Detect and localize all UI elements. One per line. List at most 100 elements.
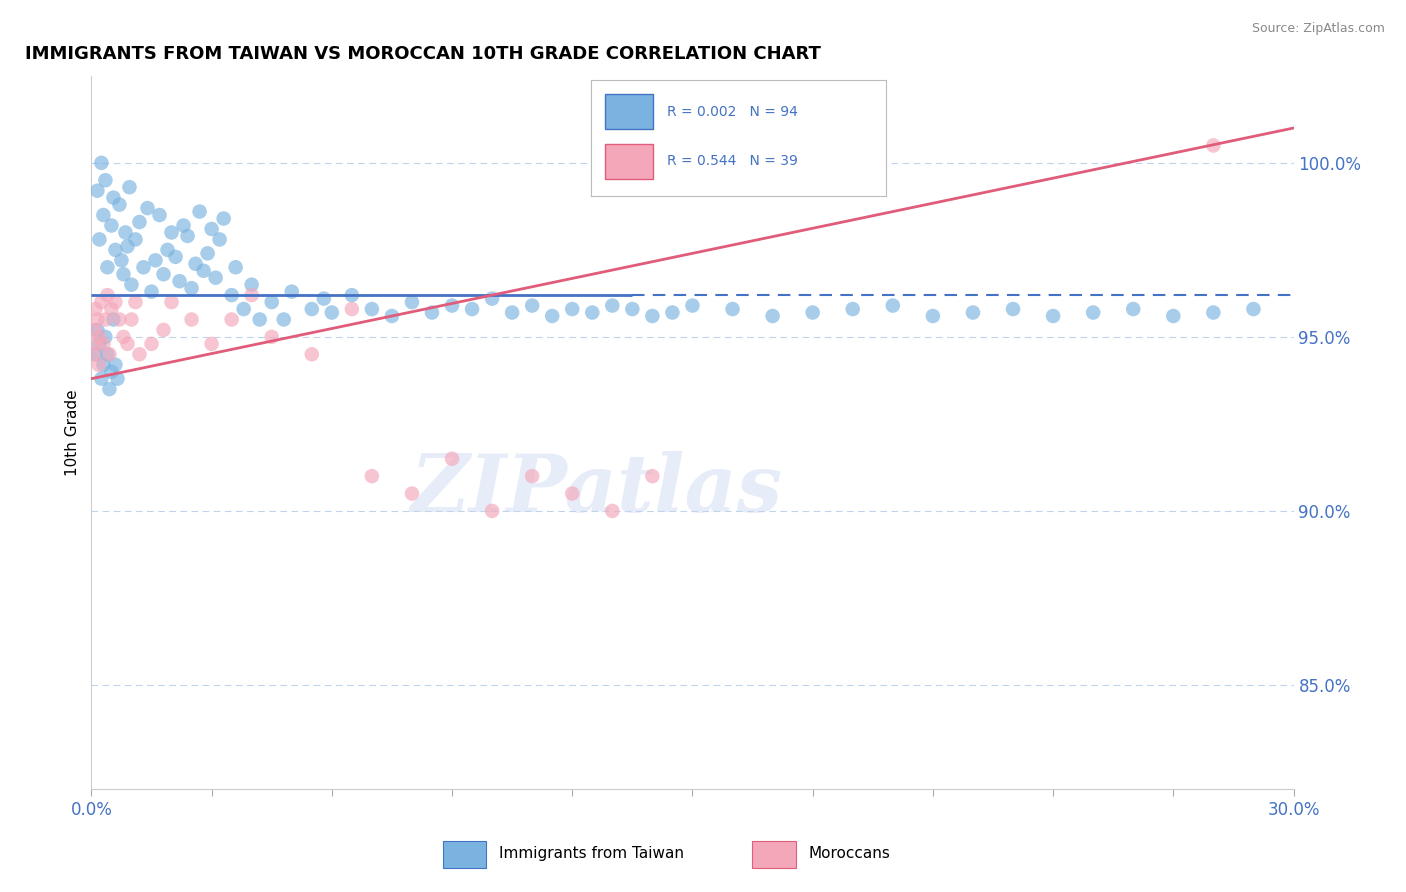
Point [225,260,247,275]
Point [281,285,304,299]
Point [184,257,207,271]
Point [541,309,564,323]
FancyBboxPatch shape [606,144,652,178]
Point [173,219,195,233]
Point [180,281,202,295]
Point [621,301,644,316]
Point [100,301,122,316]
Point [721,301,744,316]
Point [208,232,231,246]
Point [441,299,464,313]
Point [96,347,118,361]
FancyBboxPatch shape [443,841,486,868]
Point [87,358,110,372]
Point [221,312,243,326]
Point [136,201,159,215]
Point [481,504,503,518]
Point [501,305,523,319]
Point [110,253,132,268]
Point [260,330,283,344]
Point [201,222,224,236]
Point [1122,301,1144,316]
Point [801,305,824,319]
Text: ZIPatlas: ZIPatlas [411,451,782,528]
Point [141,285,163,299]
Point [93,358,115,372]
Point [188,204,211,219]
Point [160,295,183,310]
Point [104,243,127,257]
Point [1001,301,1024,316]
Point [117,239,139,253]
Point [561,486,583,500]
Point [661,305,683,319]
Point [90,156,112,170]
Point [100,219,122,233]
Point [561,301,583,316]
Point [86,184,108,198]
Point [204,270,226,285]
Point [340,288,363,302]
Point [882,299,904,313]
Point [176,229,198,244]
FancyBboxPatch shape [752,841,796,868]
Point [82,347,104,361]
Text: IMMIGRANTS FROM TAIWAN VS MOROCCAN 10TH GRADE CORRELATION CHART: IMMIGRANTS FROM TAIWAN VS MOROCCAN 10TH … [25,45,821,63]
Point [93,208,115,222]
Point [441,451,464,466]
Point [103,312,125,326]
Point [240,277,263,292]
Point [89,232,111,246]
Point [1202,138,1225,153]
Point [180,312,202,326]
Point [83,323,105,337]
Point [520,469,543,483]
Point [89,330,111,344]
Point [962,305,984,319]
Point [89,336,111,351]
Text: Moroccans: Moroccans [808,847,890,861]
Point [197,246,219,260]
Point [84,301,107,316]
Point [221,288,243,302]
Point [141,336,163,351]
Point [401,295,423,310]
Point [520,299,543,313]
Point [360,301,382,316]
Point [96,260,118,275]
Point [160,226,183,240]
Point [90,372,112,386]
Point [1243,301,1265,316]
Point [260,295,283,310]
Point [132,260,155,275]
Point [112,267,135,281]
Point [86,323,108,337]
Point [114,226,136,240]
Point [152,267,174,281]
Point [124,232,146,246]
Point [104,358,127,372]
Point [201,336,224,351]
Point [360,469,382,483]
Point [104,295,127,310]
Point [193,264,215,278]
Point [94,330,117,344]
Point [93,336,115,351]
Point [108,312,131,326]
Point [301,301,323,316]
Point [1042,309,1064,323]
Point [86,312,108,326]
Point [107,372,129,386]
Point [841,301,863,316]
Point [212,211,235,226]
Point [98,347,121,361]
Point [381,309,404,323]
Text: R = 0.002   N = 94: R = 0.002 N = 94 [668,104,799,119]
Point [681,299,703,313]
Point [169,274,191,288]
Point [108,197,131,211]
Y-axis label: 10th Grade: 10th Grade [65,389,80,476]
Point [1083,305,1105,319]
FancyBboxPatch shape [606,95,652,129]
Point [641,469,664,483]
